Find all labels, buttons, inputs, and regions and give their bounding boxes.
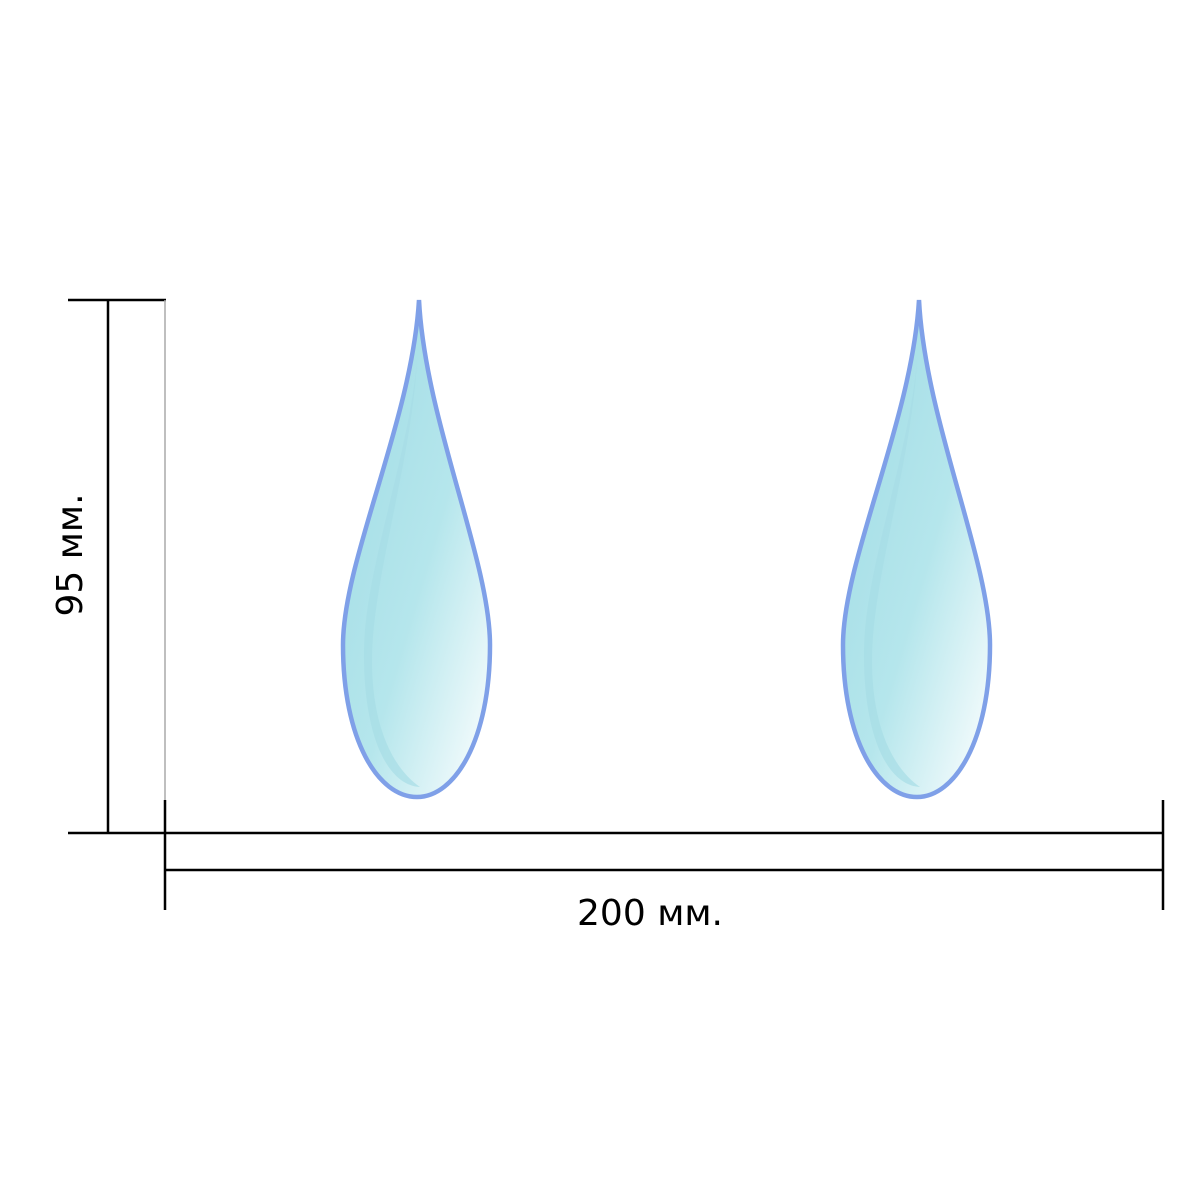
width-label: 200 мм. [577, 893, 723, 934]
height-dimension: 95 мм. [50, 298, 166, 835]
width-dimension: 200 мм. [163, 800, 1165, 934]
drop-right [843, 300, 990, 797]
drop-left [343, 300, 490, 797]
height-label: 95 мм. [50, 493, 91, 616]
